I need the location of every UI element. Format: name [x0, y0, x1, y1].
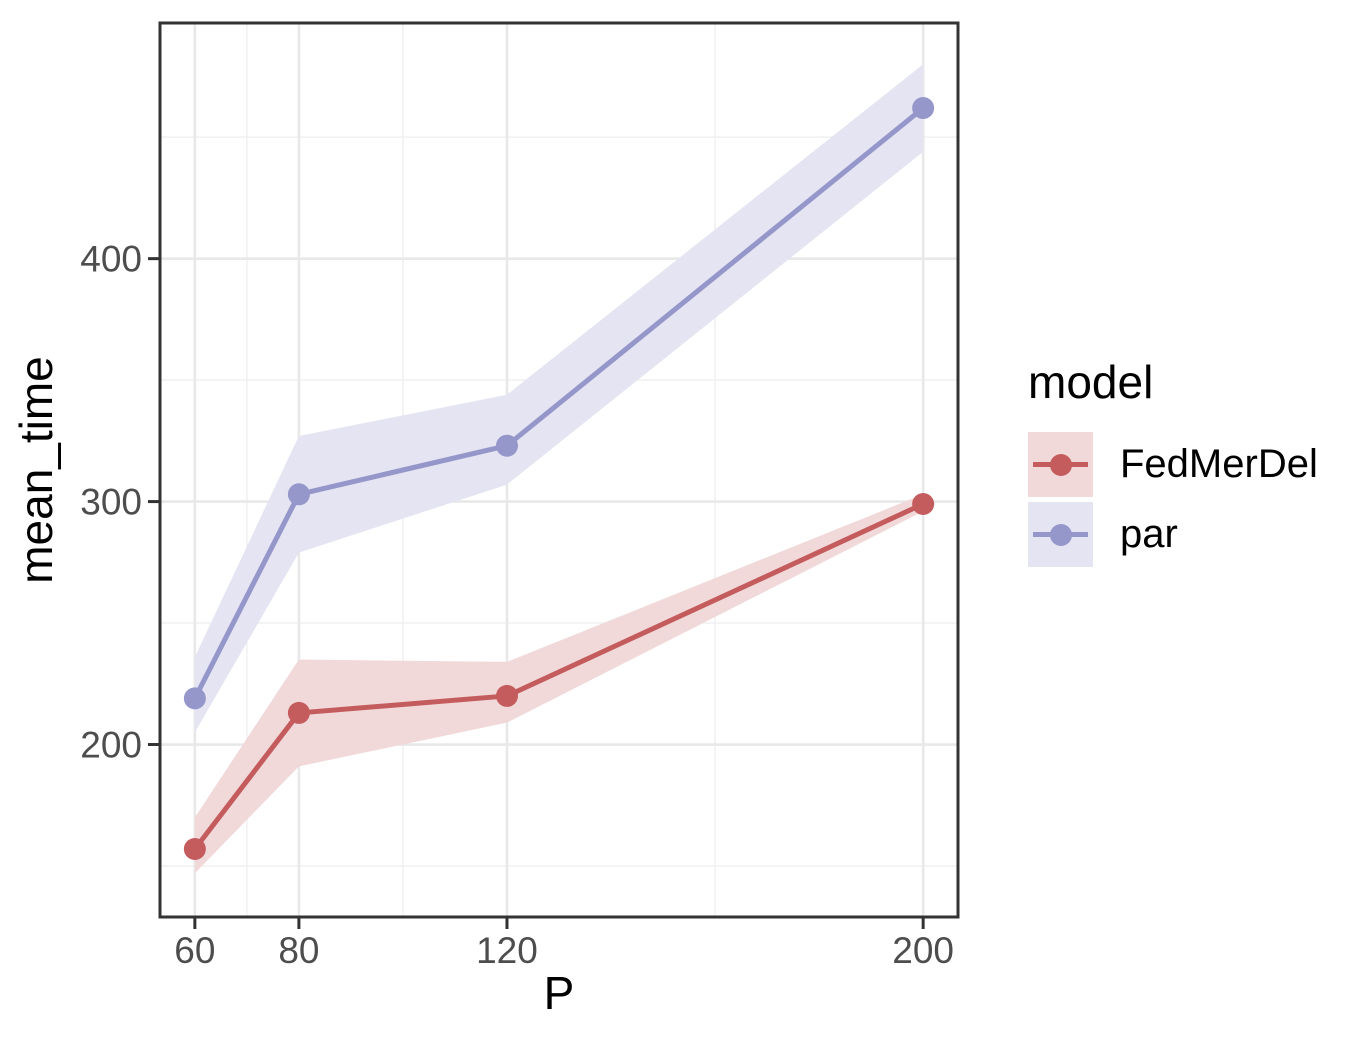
legend-item-FedMerDel: FedMerDel	[1028, 432, 1318, 497]
legend-keys: FedMerDel par	[1028, 432, 1318, 567]
legend-label: par	[1120, 512, 1178, 556]
legend-label: FedMerDel	[1120, 442, 1318, 486]
y-tick-label: 300	[80, 482, 142, 523]
line-FedMerDel	[192, 501, 925, 851]
point-FedMerDel-80	[287, 701, 310, 724]
x-axis-title: P	[543, 967, 575, 1019]
legend: model FedMerDel par	[1028, 356, 1318, 572]
y-tick-label: 400	[80, 239, 142, 280]
line-par	[192, 106, 925, 700]
legend-point-icon	[1049, 523, 1072, 546]
point-par-200	[912, 97, 935, 120]
y-tick-label: 200	[80, 725, 142, 766]
legend-point-icon	[1049, 453, 1072, 476]
point-FedMerDel-120	[495, 684, 518, 707]
x-tick-label: 120	[476, 930, 538, 971]
point-par-120	[495, 434, 518, 457]
point-FedMerDel-60	[183, 837, 206, 860]
legend-item-par: par	[1028, 502, 1318, 567]
x-tick-label: 200	[892, 930, 954, 971]
panel-border	[158, 21, 960, 919]
point-FedMerDel-200	[912, 493, 935, 516]
x-tick-label: 60	[174, 930, 215, 971]
legend-title: model	[1028, 356, 1154, 408]
legend-swatch	[1028, 432, 1093, 497]
legend-swatch	[1028, 502, 1093, 567]
ribbon-par	[194, 64, 924, 733]
x-tick-label: 80	[278, 930, 319, 971]
point-par-80	[287, 483, 310, 506]
y-axis-title: mean_time	[10, 356, 62, 584]
point-par-60	[183, 687, 206, 710]
